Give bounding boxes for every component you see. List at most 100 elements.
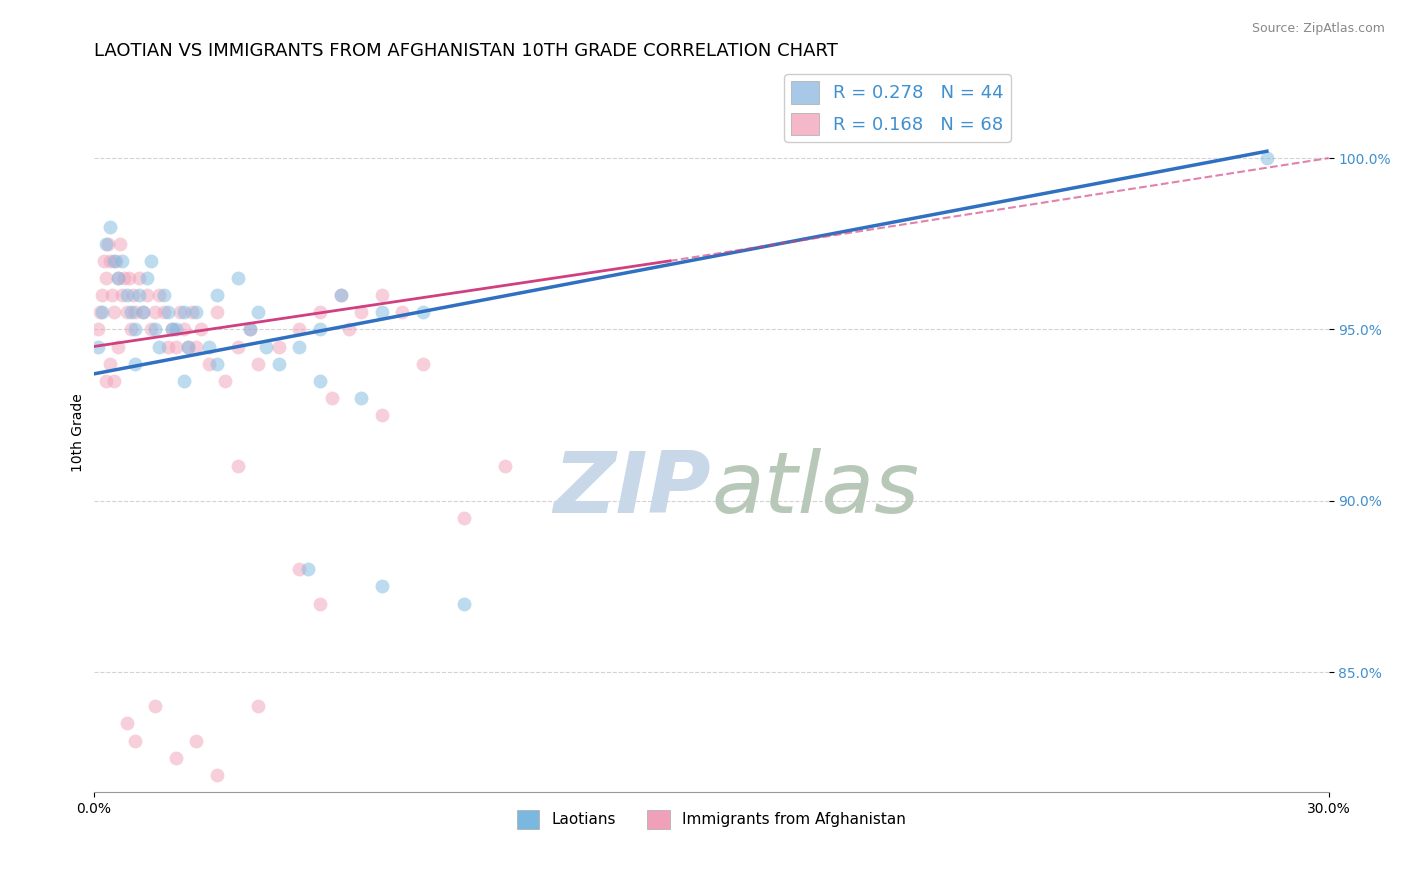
Point	[309, 597, 332, 611]
Point	[103, 374, 125, 388]
Point	[165, 322, 187, 336]
Point	[205, 305, 228, 319]
Point	[160, 322, 183, 336]
Point	[89, 305, 111, 319]
Point	[205, 768, 228, 782]
Legend: Laotians, Immigrants from Afghanistan: Laotians, Immigrants from Afghanistan	[510, 804, 912, 835]
Point	[177, 339, 200, 353]
Y-axis label: 10th Grade: 10th Grade	[72, 392, 86, 472]
Point	[107, 271, 129, 285]
Point	[103, 305, 125, 319]
Point	[371, 305, 394, 319]
Point	[309, 374, 332, 388]
Point	[90, 305, 112, 319]
Point	[160, 322, 183, 336]
Point	[86, 322, 108, 336]
Point	[97, 236, 120, 251]
Point	[239, 322, 262, 336]
Text: LAOTIAN VS IMMIGRANTS FROM AFGHANISTAN 10TH GRADE CORRELATION CHART: LAOTIAN VS IMMIGRANTS FROM AFGHANISTAN 1…	[94, 42, 838, 60]
Point	[124, 305, 146, 319]
Point	[226, 339, 249, 353]
Point	[148, 288, 170, 302]
Point	[321, 391, 343, 405]
Point	[247, 699, 270, 714]
Point	[93, 253, 115, 268]
Point	[156, 339, 179, 353]
Point	[205, 357, 228, 371]
Point	[103, 253, 125, 268]
Point	[371, 408, 394, 422]
Point	[350, 305, 373, 319]
Point	[165, 750, 187, 764]
Point	[350, 391, 373, 405]
Point	[453, 511, 475, 525]
Point	[120, 322, 142, 336]
Point	[181, 305, 204, 319]
Point	[239, 322, 262, 336]
Point	[190, 322, 212, 336]
Point	[226, 459, 249, 474]
Point	[309, 305, 332, 319]
Point	[288, 322, 311, 336]
Point	[117, 271, 139, 285]
Point	[494, 459, 516, 474]
Point	[226, 271, 249, 285]
Point	[412, 357, 434, 371]
Point	[267, 339, 290, 353]
Point	[136, 288, 159, 302]
Point	[329, 288, 352, 302]
Point	[110, 236, 132, 251]
Point	[1256, 151, 1278, 165]
Point	[337, 322, 360, 336]
Point	[256, 339, 278, 353]
Point	[111, 288, 134, 302]
Point	[329, 288, 352, 302]
Point	[205, 288, 228, 302]
Point	[198, 357, 221, 371]
Point	[371, 579, 394, 593]
Point	[120, 305, 142, 319]
Point	[115, 716, 138, 731]
Point	[247, 357, 270, 371]
Point	[173, 305, 195, 319]
Point	[309, 322, 332, 336]
Point	[128, 288, 150, 302]
Point	[453, 597, 475, 611]
Point	[107, 339, 129, 353]
Point	[214, 374, 236, 388]
Point	[198, 339, 221, 353]
Point	[128, 271, 150, 285]
Point	[141, 322, 163, 336]
Point	[111, 253, 134, 268]
Point	[165, 339, 187, 353]
Point	[124, 322, 146, 336]
Point	[173, 322, 195, 336]
Point	[297, 562, 319, 576]
Point	[371, 288, 394, 302]
Point	[105, 253, 128, 268]
Point	[169, 305, 191, 319]
Point	[132, 305, 155, 319]
Point	[152, 305, 174, 319]
Point	[267, 357, 290, 371]
Point	[121, 288, 143, 302]
Point	[94, 374, 117, 388]
Point	[107, 271, 129, 285]
Point	[391, 305, 413, 319]
Point	[186, 339, 208, 353]
Point	[186, 733, 208, 747]
Point	[173, 374, 195, 388]
Point	[143, 322, 166, 336]
Point	[156, 305, 179, 319]
Point	[247, 305, 270, 319]
Point	[152, 288, 174, 302]
Point	[288, 339, 311, 353]
Text: Source: ZipAtlas.com: Source: ZipAtlas.com	[1251, 22, 1385, 36]
Point	[132, 305, 155, 319]
Point	[143, 305, 166, 319]
Point	[98, 357, 121, 371]
Point	[94, 236, 117, 251]
Text: ZIP: ZIP	[554, 449, 711, 532]
Point	[98, 219, 121, 234]
Point	[115, 288, 138, 302]
